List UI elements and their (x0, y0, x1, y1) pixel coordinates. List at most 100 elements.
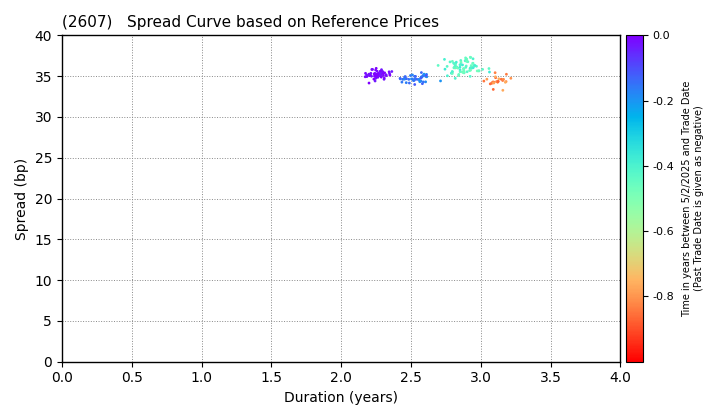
Point (377, 70, 389, 77)
Point (461, 58, 472, 64)
Y-axis label: Time in years between 5/2/2025 and Trade Date
(Past Trade Date is given as negat: Time in years between 5/2/2025 and Trade… (683, 80, 704, 317)
Point (469, 62, 481, 69)
Point (372, 70, 384, 77)
Point (487, 79, 498, 86)
Point (386, 68, 397, 75)
Point (380, 72, 392, 79)
Point (461, 63, 472, 69)
Point (467, 64, 478, 71)
Point (405, 76, 417, 82)
Point (408, 77, 420, 84)
Point (455, 59, 467, 66)
Point (458, 67, 469, 74)
Point (370, 71, 382, 78)
Point (374, 72, 386, 79)
Point (461, 58, 472, 65)
Point (459, 70, 470, 76)
Point (461, 55, 472, 62)
Point (420, 79, 431, 85)
Point (449, 65, 461, 71)
Point (456, 68, 468, 75)
Point (467, 64, 479, 71)
Point (408, 77, 419, 84)
Point (374, 72, 385, 79)
Point (409, 73, 420, 80)
Point (471, 63, 482, 70)
Point (365, 70, 377, 77)
Point (460, 57, 472, 64)
Point (375, 68, 387, 75)
Point (449, 64, 460, 71)
Point (446, 58, 458, 65)
Point (464, 67, 475, 74)
Point (454, 64, 466, 71)
Point (462, 58, 474, 65)
X-axis label: Duration (years): Duration (years) (284, 391, 398, 405)
Point (395, 75, 406, 82)
Point (401, 75, 413, 82)
Point (379, 69, 390, 76)
Point (460, 64, 472, 71)
Point (372, 68, 383, 75)
Point (407, 76, 418, 82)
Point (364, 80, 375, 87)
Point (492, 79, 503, 85)
Point (400, 73, 411, 80)
Point (366, 66, 378, 73)
Point (485, 81, 496, 87)
Point (446, 70, 458, 77)
Point (410, 75, 421, 82)
Point (492, 79, 503, 85)
Point (395, 76, 406, 82)
Point (454, 68, 466, 75)
Point (449, 60, 461, 67)
Point (369, 71, 380, 77)
Point (477, 66, 488, 73)
Point (420, 71, 432, 78)
Point (369, 73, 380, 79)
Point (375, 70, 387, 76)
Point (441, 72, 453, 79)
Point (371, 74, 382, 81)
Text: (2607)   Spread Curve based on Reference Prices: (2607) Spread Curve based on Reference P… (62, 15, 439, 30)
Point (361, 72, 372, 79)
Point (454, 61, 466, 68)
Point (490, 74, 501, 80)
Point (371, 71, 382, 78)
Point (414, 79, 426, 85)
Point (487, 86, 499, 93)
Point (446, 70, 457, 76)
Point (464, 73, 476, 80)
Point (481, 76, 492, 83)
Point (490, 74, 501, 81)
Point (451, 63, 462, 70)
Point (451, 64, 462, 71)
Point (420, 73, 431, 80)
Point (416, 74, 428, 80)
Point (418, 72, 430, 79)
Point (498, 76, 509, 83)
Point (404, 80, 415, 87)
Point (372, 73, 383, 79)
Point (492, 78, 504, 85)
Point (452, 65, 464, 71)
Point (361, 73, 373, 80)
Point (366, 66, 377, 73)
Point (465, 65, 477, 71)
Point (372, 74, 384, 81)
Point (464, 54, 476, 60)
Point (373, 70, 384, 77)
Point (488, 79, 500, 86)
Point (455, 61, 467, 68)
Point (417, 72, 428, 79)
Point (369, 78, 381, 84)
Point (497, 77, 508, 84)
Point (379, 75, 390, 81)
Point (400, 79, 412, 86)
Point (407, 71, 418, 78)
Point (468, 62, 480, 69)
Point (415, 69, 427, 76)
Point (490, 69, 501, 76)
Point (450, 60, 462, 67)
Point (460, 55, 472, 61)
